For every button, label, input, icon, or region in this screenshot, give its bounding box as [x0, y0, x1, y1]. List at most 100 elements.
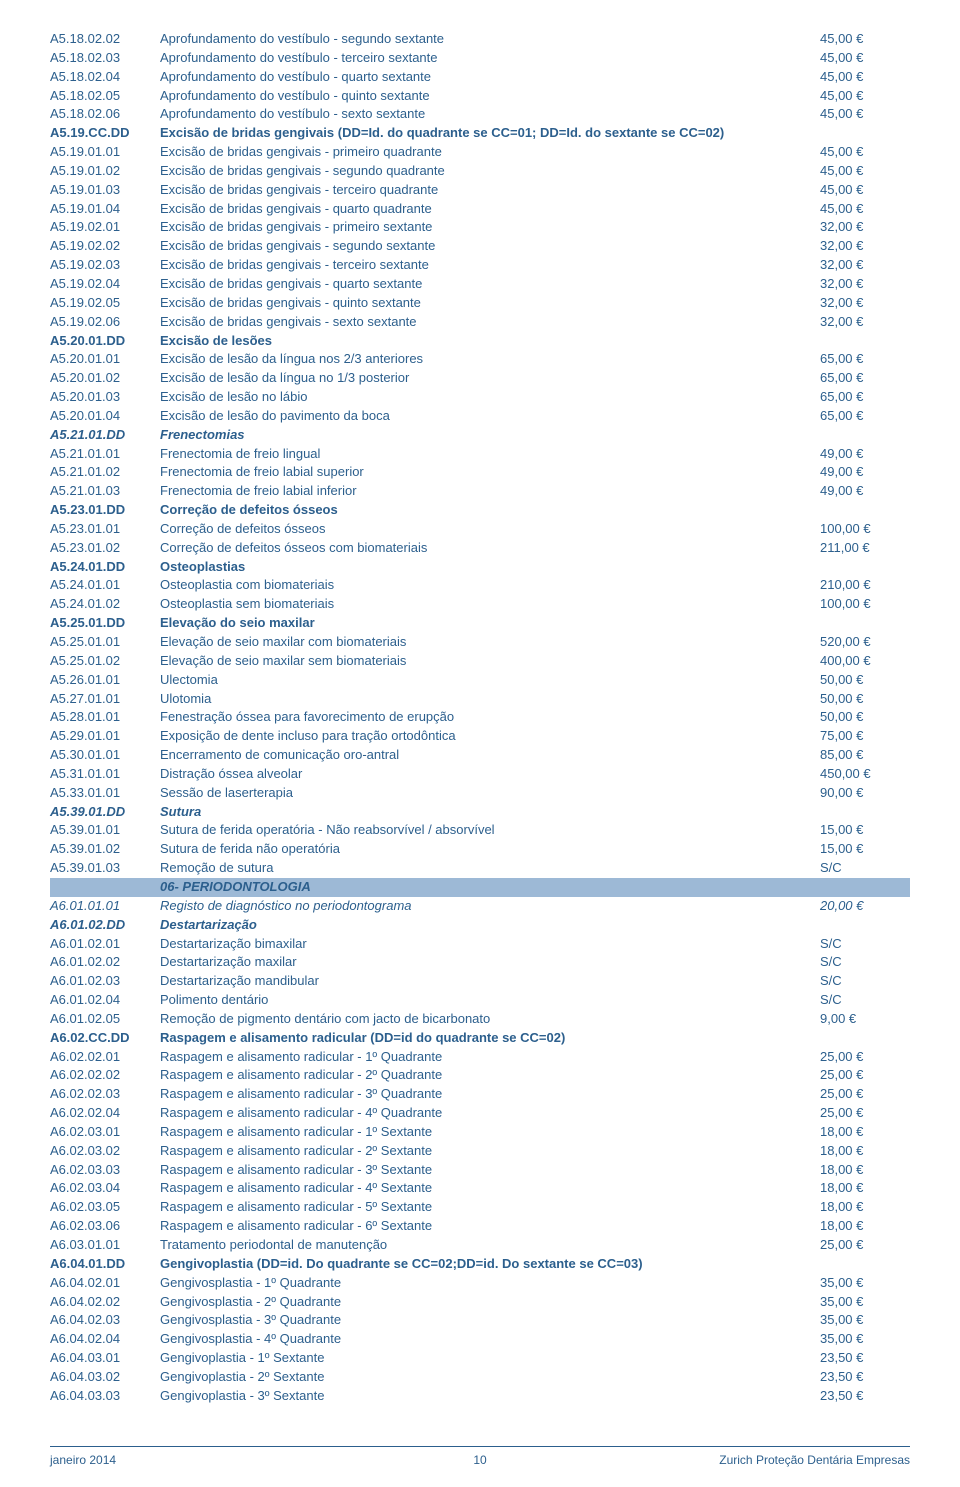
- table-row: A5.21.01.03Frenectomia de freio labial i…: [50, 482, 910, 501]
- table-row: A5.25.01.01Elevação de seio maxilar com …: [50, 633, 910, 652]
- table-row: A5.21.01.01Frenectomia de freio lingual4…: [50, 445, 910, 464]
- price-cell: [820, 501, 910, 520]
- price-cell: 18,00 €: [820, 1217, 910, 1236]
- code-cell: A6.04.02.02: [50, 1293, 160, 1312]
- table-row: A5.24.01.02Osteoplastia sem biomateriais…: [50, 595, 910, 614]
- code-cell: A6.02.03.04: [50, 1179, 160, 1198]
- code-cell: A5.19.02.01: [50, 218, 160, 237]
- description-cell: Frenectomia de freio lingual: [160, 445, 820, 464]
- description-cell: Elevação de seio maxilar sem biomateriai…: [160, 652, 820, 671]
- page: A5.18.02.02Aprofundamento do vestíbulo -…: [0, 0, 960, 1487]
- price-cell: 45,00 €: [820, 68, 910, 87]
- price-cell: 32,00 €: [820, 294, 910, 313]
- table-row: A5.18.02.02Aprofundamento do vestíbulo -…: [50, 30, 910, 49]
- description-cell: Sutura: [160, 803, 820, 822]
- price-cell: 32,00 €: [820, 275, 910, 294]
- table-row: A6.01.02.03Destartarização mandibularS/C: [50, 972, 910, 991]
- description-cell: Raspagem e alisamento radicular - 6º Sex…: [160, 1217, 820, 1236]
- code-cell: A6.01.01.01: [50, 897, 160, 916]
- description-cell: Excisão de bridas gengivais - quarto qua…: [160, 200, 820, 219]
- footer-date: janeiro 2014: [50, 1453, 337, 1467]
- description-cell: Frenectomia de freio labial superior: [160, 463, 820, 482]
- table-row: A6.04.02.03Gengivosplastia - 3º Quadrant…: [50, 1311, 910, 1330]
- code-cell: A5.19.02.05: [50, 294, 160, 313]
- code-cell: A6.01.02.DD: [50, 916, 160, 935]
- description-cell: Gengivosplastia - 1º Quadrante: [160, 1274, 820, 1293]
- price-cell: 211,00 €: [820, 539, 910, 558]
- price-cell: 50,00 €: [820, 708, 910, 727]
- price-cell: 25,00 €: [820, 1236, 910, 1255]
- code-cell: A5.39.01.01: [50, 821, 160, 840]
- footer-page-number: 10: [337, 1453, 624, 1467]
- code-cell: A5.19.02.02: [50, 237, 160, 256]
- table-row: A5.19.01.04Excisão de bridas gengivais -…: [50, 200, 910, 219]
- table-row: A6.02.03.03Raspagem e alisamento radicul…: [50, 1161, 910, 1180]
- code-cell: A5.27.01.01: [50, 690, 160, 709]
- description-cell: Excisão de bridas gengivais - quarto sex…: [160, 275, 820, 294]
- price-cell: 25,00 €: [820, 1048, 910, 1067]
- description-cell: Raspagem e alisamento radicular - 2º Qua…: [160, 1066, 820, 1085]
- price-cell: 23,50 €: [820, 1349, 910, 1368]
- code-cell: A6.01.02.05: [50, 1010, 160, 1029]
- table-row: A5.18.02.04Aprofundamento do vestíbulo -…: [50, 68, 910, 87]
- description-cell: Osteoplastias: [160, 558, 820, 577]
- description-cell: Frenectomia de freio labial inferior: [160, 482, 820, 501]
- code-cell: A6.04.02.03: [50, 1311, 160, 1330]
- description-cell: Fenestração óssea para favorecimento de …: [160, 708, 820, 727]
- description-cell: Tratamento periodontal de manutenção: [160, 1236, 820, 1255]
- footer: janeiro 2014 10 Zurich Proteção Dentária…: [50, 1446, 910, 1467]
- code-cell: A5.26.01.01: [50, 671, 160, 690]
- table-row: A6.04.02.04Gengivosplastia - 4º Quadrant…: [50, 1330, 910, 1349]
- price-cell: 25,00 €: [820, 1085, 910, 1104]
- description-cell: Registo de diagnóstico no periodontogram…: [160, 897, 820, 916]
- table-row: A6.02.03.06Raspagem e alisamento radicul…: [50, 1217, 910, 1236]
- price-cell: 45,00 €: [820, 30, 910, 49]
- description-cell: Remoção de pigmento dentário com jacto d…: [160, 1010, 820, 1029]
- table-row: A5.39.01.DDSutura: [50, 803, 910, 822]
- table-row: A5.19.02.02Excisão de bridas gengivais -…: [50, 237, 910, 256]
- price-cell: 20,00 €: [820, 897, 910, 916]
- code-cell: A6.02.03.05: [50, 1198, 160, 1217]
- price-cell: [820, 1029, 910, 1048]
- code-cell: A5.29.01.01: [50, 727, 160, 746]
- code-cell: A6.01.02.03: [50, 972, 160, 991]
- table-row: A5.33.01.01Sessão de laserterapia90,00 €: [50, 784, 910, 803]
- code-cell: A5.18.02.05: [50, 87, 160, 106]
- code-cell: A5.39.01.02: [50, 840, 160, 859]
- description-cell: Excisão de lesão do pavimento da boca: [160, 407, 820, 426]
- table-row: A6.02.02.04Raspagem e alisamento radicul…: [50, 1104, 910, 1123]
- description-cell: Elevação de seio maxilar com biomateriai…: [160, 633, 820, 652]
- description-cell: Sutura de ferida operatória - Não reabso…: [160, 821, 820, 840]
- description-cell: Gengivosplastia - 4º Quadrante: [160, 1330, 820, 1349]
- code-cell: A5.19.02.03: [50, 256, 160, 275]
- code-cell: A5.25.01.02: [50, 652, 160, 671]
- code-cell: A5.19.01.02: [50, 162, 160, 181]
- code-cell: A5.25.01.01: [50, 633, 160, 652]
- table-row: A5.19.01.02Excisão de bridas gengivais -…: [50, 162, 910, 181]
- description-cell: Destartarização maxilar: [160, 953, 820, 972]
- price-cell: 45,00 €: [820, 200, 910, 219]
- table-row: A5.24.01.DDOsteoplastias: [50, 558, 910, 577]
- description-cell: Excisão de lesão da língua nos 2/3 anter…: [160, 350, 820, 369]
- description-cell: Raspagem e alisamento radicular - 3º Sex…: [160, 1161, 820, 1180]
- code-cell: A6.02.02.02: [50, 1066, 160, 1085]
- price-cell: 49,00 €: [820, 445, 910, 464]
- price-cell: 100,00 €: [820, 595, 910, 614]
- table-row: A5.19.02.03Excisão de bridas gengivais -…: [50, 256, 910, 275]
- code-cell: A5.21.01.03: [50, 482, 160, 501]
- description-cell: Sutura de ferida não operatória: [160, 840, 820, 859]
- table-row: A5.19.02.06Excisão de bridas gengivais -…: [50, 313, 910, 332]
- table-row: A5.18.02.06Aprofundamento do vestíbulo -…: [50, 105, 910, 124]
- code-cell: A6.04.03.03: [50, 1387, 160, 1406]
- code-cell: A5.19.01.03: [50, 181, 160, 200]
- description-cell: Ulotomia: [160, 690, 820, 709]
- code-cell: A5.23.01.02: [50, 539, 160, 558]
- table-row: A6.01.02.DDDestartarização: [50, 916, 910, 935]
- table-row: A5.25.01.02Elevação de seio maxilar sem …: [50, 652, 910, 671]
- table-row: A6.02.02.01Raspagem e alisamento radicul…: [50, 1048, 910, 1067]
- description-cell: Aprofundamento do vestíbulo - quarto sex…: [160, 68, 820, 87]
- price-cell: S/C: [820, 953, 910, 972]
- table-row: A5.18.02.05Aprofundamento do vestíbulo -…: [50, 87, 910, 106]
- code-cell: A5.24.01.DD: [50, 558, 160, 577]
- description-cell: Aprofundamento do vestíbulo - terceiro s…: [160, 49, 820, 68]
